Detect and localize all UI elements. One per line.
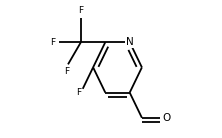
Text: F: F (76, 88, 81, 97)
Text: N: N (126, 37, 134, 47)
Text: F: F (51, 38, 56, 47)
Text: F: F (78, 6, 83, 14)
Text: F: F (64, 67, 69, 76)
Text: O: O (162, 113, 170, 123)
